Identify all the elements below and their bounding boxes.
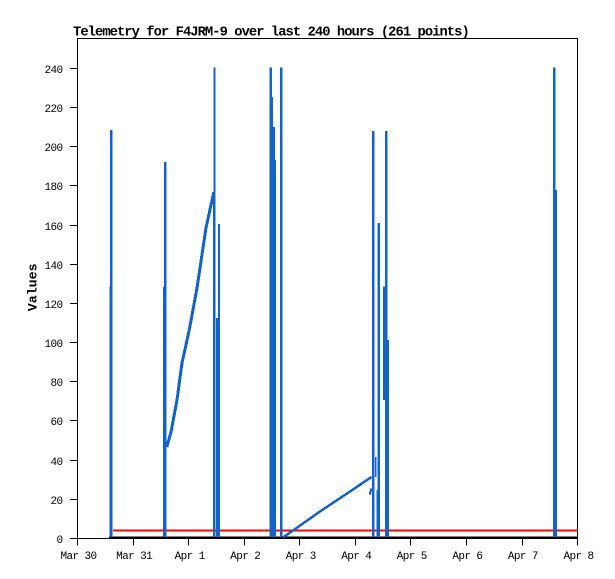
svg-text:200: 200 (44, 143, 62, 155)
svg-text:Apr 2: Apr 2 (230, 551, 260, 563)
svg-text:Apr 1: Apr 1 (175, 551, 206, 563)
svg-text:Apr 7: Apr 7 (508, 551, 538, 563)
svg-text:Apr 5: Apr 5 (397, 551, 427, 563)
svg-text:240: 240 (44, 65, 62, 77)
svg-text:120: 120 (44, 300, 62, 312)
svg-text:Apr 8: Apr 8 (563, 551, 593, 563)
svg-text:220: 220 (44, 104, 62, 116)
svg-text:20: 20 (50, 496, 62, 508)
svg-text:Mar 30: Mar 30 (60, 551, 96, 563)
svg-text:100: 100 (44, 339, 62, 351)
svg-text:Apr 4: Apr 4 (341, 551, 372, 563)
svg-text:0: 0 (56, 535, 62, 547)
svg-text:Apr 3: Apr 3 (286, 551, 316, 563)
svg-text:Telemetry for F4JRM-9 over las: Telemetry for F4JRM-9 over last 240 hour… (73, 25, 469, 41)
svg-text:Mar 31: Mar 31 (116, 551, 153, 563)
svg-text:Apr 6: Apr 6 (452, 551, 482, 563)
svg-text:160: 160 (44, 222, 62, 234)
svg-text:140: 140 (44, 261, 62, 273)
svg-text:Values: Values (26, 263, 41, 311)
svg-text:60: 60 (50, 417, 62, 429)
svg-text:180: 180 (44, 182, 62, 194)
svg-text:40: 40 (50, 457, 62, 469)
svg-text:80: 80 (50, 378, 62, 390)
